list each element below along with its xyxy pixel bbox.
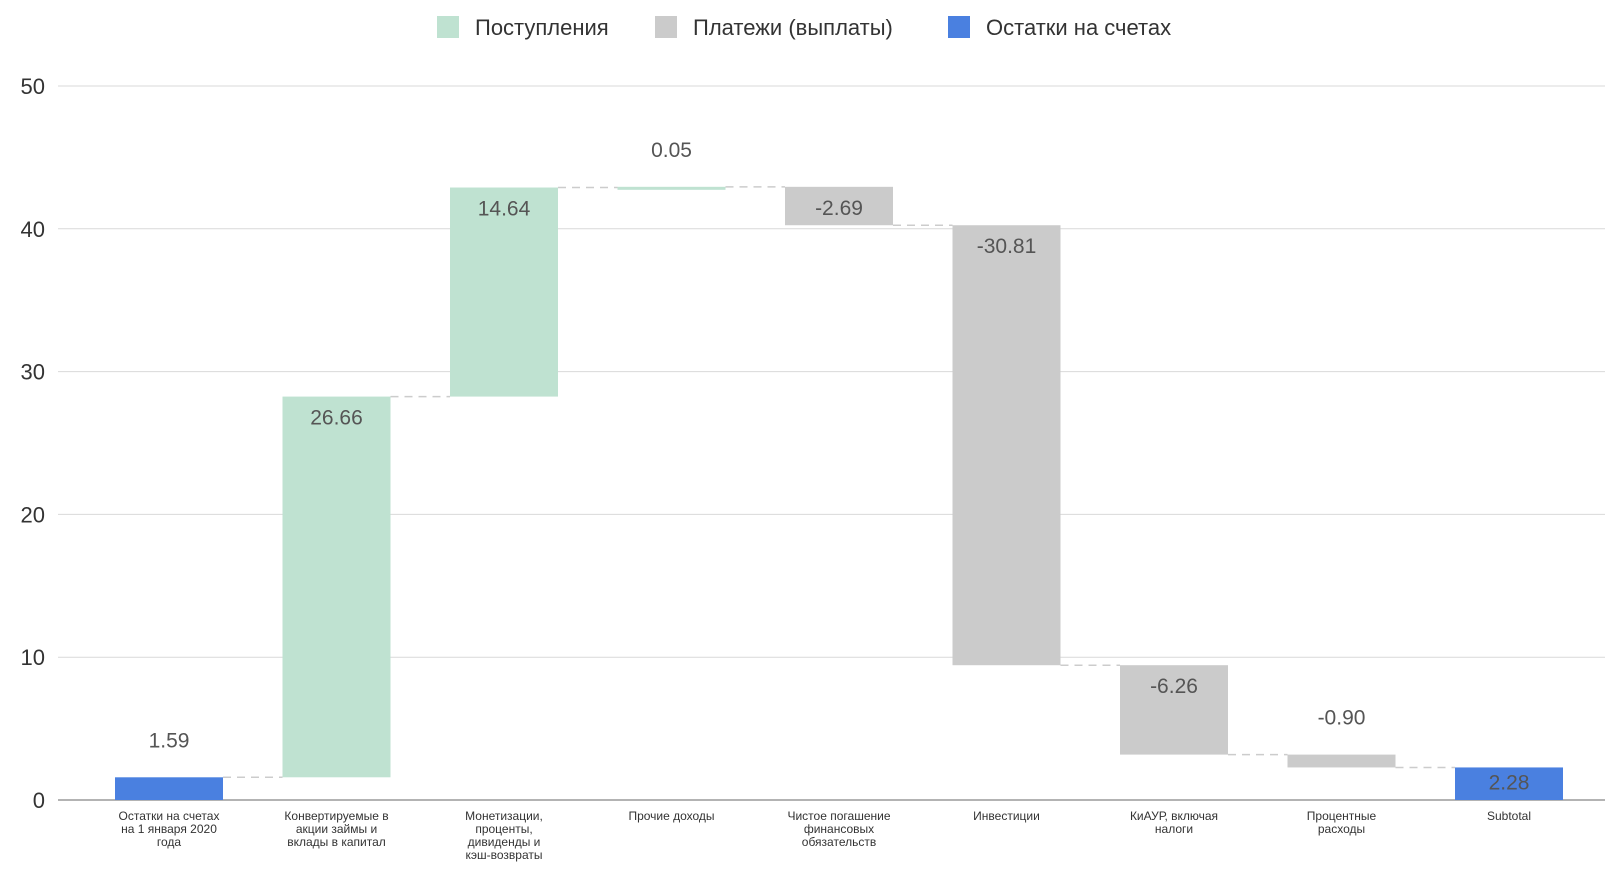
data-labels: 1.59 26.66 14.64 0.05 -2.69 -30.81 -6.26 -0.90 2… — [149, 139, 1530, 795]
data-label: 1.59 — [149, 729, 190, 752]
x-category-line: проценты, — [475, 822, 532, 836]
y-tick-label: 50 — [21, 74, 45, 99]
data-label: -0.90 — [1318, 707, 1366, 730]
bar-balance — [1455, 767, 1563, 800]
data-label: 14.64 — [478, 198, 531, 221]
x-category-line: акции займы и — [296, 822, 377, 836]
bar-outflow — [1287, 754, 1396, 768]
x-category-label: Остатки на счетах на 1 января 2020 года — [119, 809, 220, 849]
data-label: -2.69 — [815, 197, 863, 220]
y-tick-label: 10 — [21, 645, 45, 670]
x-category-line: Чистое погашение — [787, 809, 890, 823]
x-category-line: Процентные — [1307, 809, 1377, 823]
legend-swatch — [655, 16, 677, 38]
x-category-line: Subtotal — [1487, 809, 1531, 823]
x-category-label: Инвестиции — [973, 809, 1040, 823]
x-category-line: обязательств — [802, 835, 876, 849]
data-label: 2.28 — [1489, 771, 1530, 794]
legend-label: Остатки на счетах — [986, 15, 1171, 40]
x-category-line: Инвестиции — [973, 809, 1040, 823]
data-label: -30.81 — [977, 235, 1037, 258]
x-category-label: Процентные расходы — [1307, 809, 1377, 836]
x-category-label: Чистое погашение финансовых обязательств — [787, 809, 890, 849]
bar-outflow — [952, 225, 1061, 666]
data-label: 0.05 — [651, 139, 692, 162]
legend-swatch — [948, 16, 970, 38]
legend-label: Поступления — [475, 15, 609, 40]
x-category-label: Subtotal — [1487, 809, 1531, 823]
bar-outflow — [785, 186, 893, 226]
x-category-line: года — [157, 835, 182, 849]
x-category-line: расходы — [1318, 822, 1365, 836]
x-category-line: Конвертируемые в — [284, 809, 388, 823]
y-tick-label: 40 — [21, 217, 45, 242]
x-category-line: вклады в капитал — [287, 835, 386, 849]
bar-outflow — [1120, 665, 1228, 755]
bars — [115, 186, 1563, 800]
legend: Поступления Платежи (выплаты) Остатки на с… — [437, 15, 1171, 40]
x-category-line: дивиденды и — [468, 835, 541, 849]
x-category-line: кэш-возвраты — [466, 848, 543, 862]
connectors — [223, 186, 1455, 779]
y-tick-label: 20 — [21, 502, 45, 527]
x-category-line: налоги — [1155, 822, 1193, 836]
y-tick-label: 0 — [33, 788, 45, 813]
x-category-line: на 1 января 2020 — [121, 822, 217, 836]
x-category-label: Конвертируемые в акции займы и вклады в ка… — [284, 809, 388, 849]
x-category-line: КиАУР, включая — [1130, 809, 1218, 823]
legend-label: Платежи (выплаты) — [693, 15, 893, 40]
legend-swatch — [437, 16, 459, 38]
x-category-line: Монетизации, — [465, 809, 543, 823]
x-category-line: Прочие доходы — [628, 809, 714, 823]
bar-inflow — [617, 186, 726, 190]
x-axis-labels: Остатки на счетах на 1 января 2020 года Кон… — [119, 809, 1532, 862]
data-label: -6.26 — [1150, 675, 1198, 698]
bar-balance — [115, 777, 223, 800]
data-label: 26.66 — [310, 407, 363, 430]
bar-inflow — [450, 187, 558, 397]
x-category-label: КиАУР, включая налоги — [1130, 809, 1218, 836]
y-tick-label: 30 — [21, 360, 45, 385]
x-category-line: финансовых — [804, 822, 874, 836]
y-axis-ticks: 0 10 20 30 40 50 — [21, 74, 45, 813]
x-category-label: Прочие доходы — [628, 809, 714, 823]
x-category-line: Остатки на счетах — [119, 809, 220, 823]
x-category-label: Монетизации, проценты, дивиденды и кэш-возв… — [465, 809, 543, 862]
bar-inflow — [282, 396, 391, 778]
